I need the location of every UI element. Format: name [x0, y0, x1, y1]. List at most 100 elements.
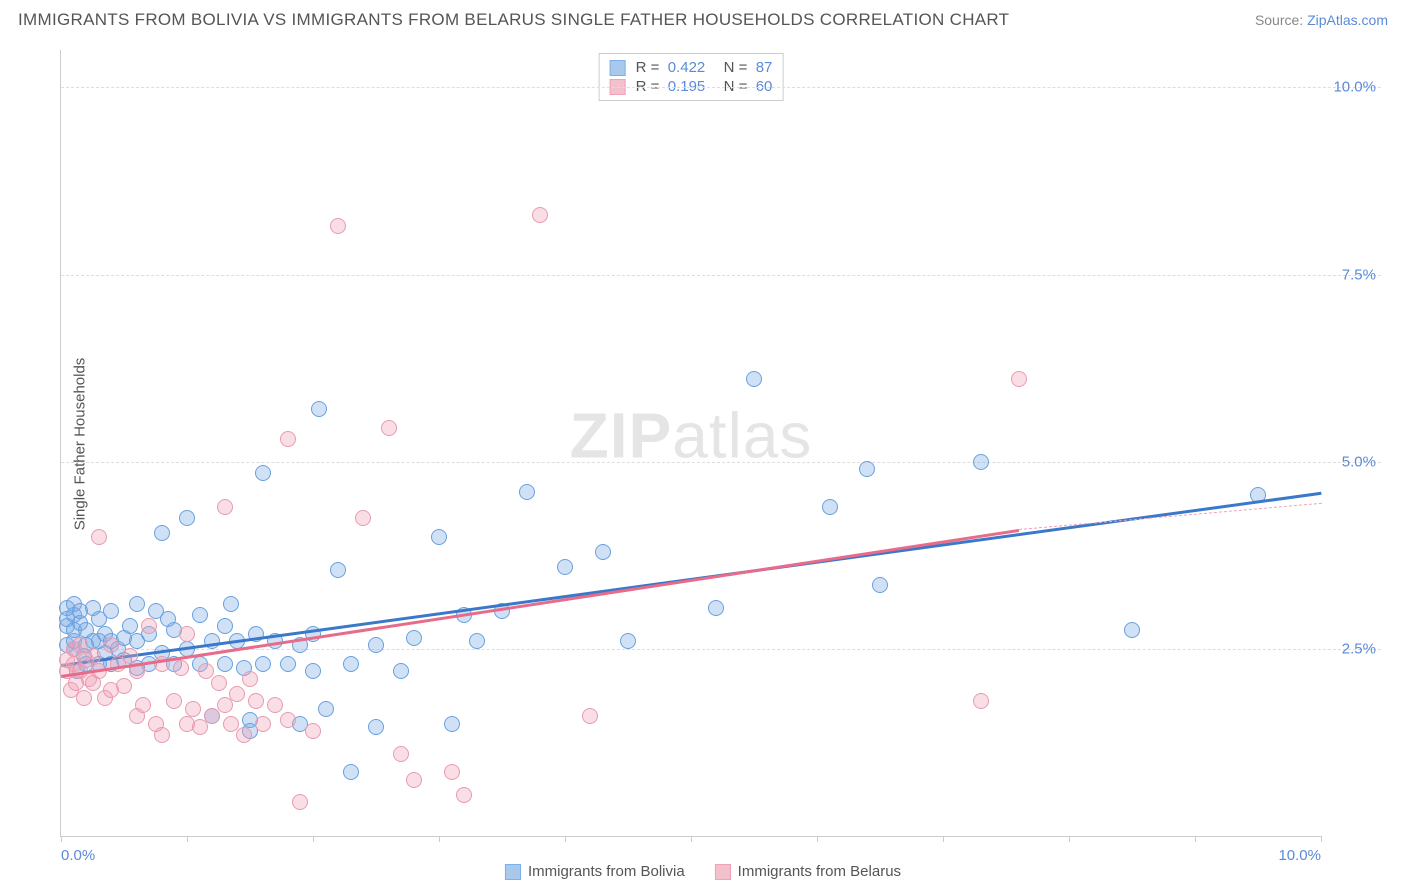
data-point — [242, 671, 258, 687]
data-point — [217, 618, 233, 634]
data-point — [381, 420, 397, 436]
data-point — [154, 727, 170, 743]
x-tick — [439, 836, 440, 842]
data-point — [103, 637, 119, 653]
data-point — [85, 648, 101, 664]
data-point — [292, 794, 308, 810]
data-point — [267, 697, 283, 713]
legend-label: Immigrants from Bolivia — [528, 863, 685, 880]
legend-swatch — [715, 864, 731, 880]
regression-line — [61, 529, 1019, 677]
gridline — [61, 275, 1381, 276]
data-point — [255, 656, 271, 672]
data-point — [211, 675, 227, 691]
data-point — [708, 600, 724, 616]
data-point — [318, 701, 334, 717]
legend-swatch — [610, 60, 626, 76]
correlation-chart: IMMIGRANTS FROM BOLIVIA VS IMMIGRANTS FR… — [0, 0, 1406, 892]
data-point — [973, 693, 989, 709]
plot-area: ZIPatlas R = 0.422 N = 87R = 0.195 N = 6… — [60, 50, 1321, 837]
data-point — [122, 618, 138, 634]
x-tick — [313, 836, 314, 842]
gridline — [61, 462, 1381, 463]
source-prefix: Source: — [1255, 12, 1307, 28]
data-point — [229, 686, 245, 702]
data-point — [129, 596, 145, 612]
x-tick — [61, 836, 62, 842]
x-tick — [691, 836, 692, 842]
data-point — [393, 663, 409, 679]
x-tick — [565, 836, 566, 842]
data-point — [393, 746, 409, 762]
data-point — [368, 719, 384, 735]
stats-legend-row: R = 0.422 N = 87 — [610, 58, 773, 77]
x-tick-label: 0.0% — [61, 847, 95, 864]
data-point — [311, 401, 327, 417]
data-point — [154, 525, 170, 541]
data-point — [469, 633, 485, 649]
data-point — [444, 716, 460, 732]
data-point — [280, 656, 296, 672]
data-point — [192, 607, 208, 623]
data-point — [305, 723, 321, 739]
data-point — [103, 603, 119, 619]
data-point — [1124, 622, 1140, 638]
data-point — [204, 708, 220, 724]
data-point — [305, 663, 321, 679]
source-link[interactable]: ZipAtlas.com — [1307, 12, 1388, 28]
gridline — [61, 87, 1381, 88]
data-point — [532, 207, 548, 223]
data-point — [217, 697, 233, 713]
y-tick-label: 10.0% — [1333, 79, 1376, 96]
y-tick-label: 2.5% — [1342, 640, 1376, 657]
data-point — [859, 461, 875, 477]
x-tick — [187, 836, 188, 842]
data-point — [330, 218, 346, 234]
data-point — [582, 708, 598, 724]
data-point — [91, 529, 107, 545]
data-point — [368, 637, 384, 653]
y-tick-label: 7.5% — [1342, 266, 1376, 283]
x-tick — [1195, 836, 1196, 842]
x-tick-label: 10.0% — [1278, 847, 1321, 864]
data-point — [456, 787, 472, 803]
data-point — [330, 562, 346, 578]
x-tick — [1321, 836, 1322, 842]
legend-item: Immigrants from Belarus — [715, 863, 901, 880]
data-point — [116, 678, 132, 694]
data-point — [822, 499, 838, 515]
legend-swatch — [505, 864, 521, 880]
data-point — [185, 701, 201, 717]
data-point — [192, 719, 208, 735]
data-point — [557, 559, 573, 575]
data-point — [595, 544, 611, 560]
stats-legend-box: R = 0.422 N = 87R = 0.195 N = 60 — [599, 53, 784, 101]
data-point — [343, 656, 359, 672]
data-point — [173, 660, 189, 676]
x-tick — [817, 836, 818, 842]
data-point — [519, 484, 535, 500]
data-point — [255, 716, 271, 732]
chart-title: IMMIGRANTS FROM BOLIVIA VS IMMIGRANTS FR… — [18, 10, 1009, 30]
series-legend: Immigrants from Bolivia Immigrants from B… — [505, 863, 901, 880]
data-point — [746, 371, 762, 387]
legend-item: Immigrants from Bolivia — [505, 863, 685, 880]
data-point — [122, 648, 138, 664]
data-point — [236, 727, 252, 743]
data-point — [431, 529, 447, 545]
plot-wrapper: Single Father Households ZIPatlas R = 0.… — [60, 50, 1381, 837]
data-point — [444, 764, 460, 780]
data-point — [217, 499, 233, 515]
data-point — [223, 596, 239, 612]
legend-label: Immigrants from Belarus — [738, 863, 901, 880]
data-point — [179, 510, 195, 526]
data-point — [248, 693, 264, 709]
x-tick — [1069, 836, 1070, 842]
data-point — [135, 697, 151, 713]
data-point — [355, 510, 371, 526]
regression-line — [1019, 503, 1321, 530]
data-point — [406, 630, 422, 646]
data-point — [166, 693, 182, 709]
data-point — [141, 618, 157, 634]
data-point — [973, 454, 989, 470]
